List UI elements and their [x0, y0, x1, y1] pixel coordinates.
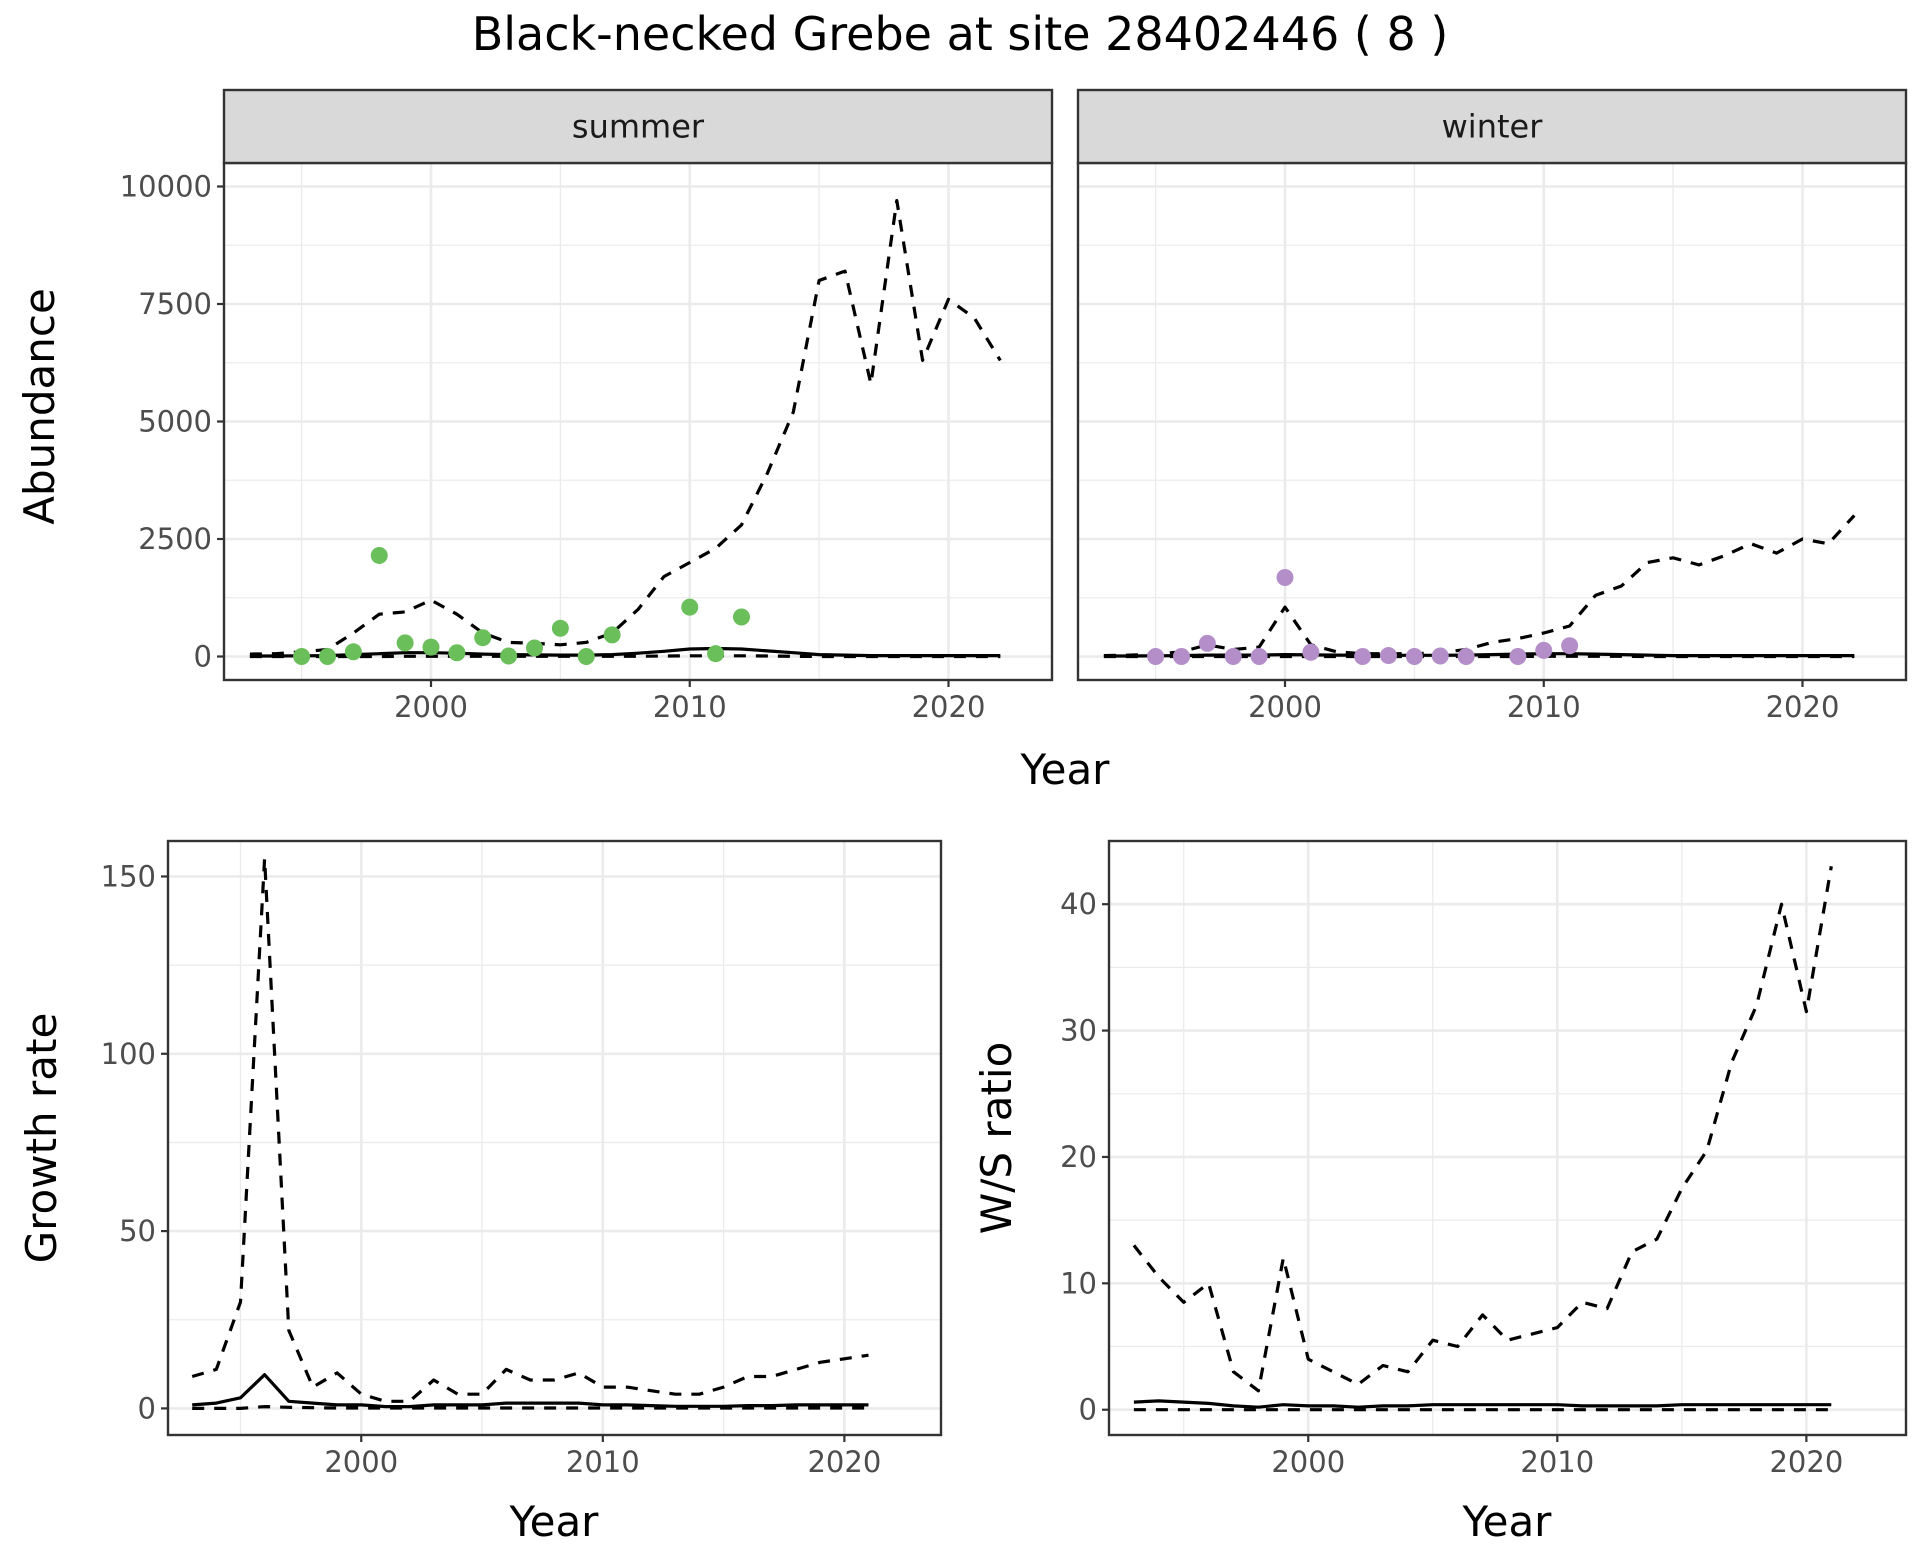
observed-point [370, 546, 388, 564]
x-tick-label: 2010 [1507, 690, 1581, 724]
observed-point [1354, 648, 1372, 665]
observed-point [293, 648, 311, 665]
x-tick-label: 2020 [807, 1445, 881, 1479]
observed-point [1380, 647, 1397, 665]
observed-point [577, 648, 595, 665]
panel-winter: 2000 2010 2020 winter [1076, 88, 1908, 724]
observed-point [1198, 634, 1216, 652]
x-axis-title-facets: Year [1020, 745, 1111, 794]
y-tick-label: 2500 [138, 522, 212, 556]
facet-label: summer [572, 108, 705, 146]
figure-title: Black-necked Grebe at site 28402446 ( 8 … [472, 7, 1449, 61]
observed-point [526, 639, 543, 657]
observed-point [1405, 648, 1423, 665]
panel-border [1107, 839, 1908, 1437]
observed-point [603, 626, 621, 644]
observed-point [500, 647, 518, 665]
observed-point [1509, 648, 1527, 665]
observed-point [1535, 641, 1553, 659]
observed-point [344, 643, 362, 661]
series-line-upper [249, 199, 1002, 656]
panel-summer: 2000 2010 2020 0 2500 5000 7500 10000 summer Abun… [15, 88, 1054, 724]
x-tick-label: 2000 [1248, 690, 1322, 724]
panel-border [166, 839, 943, 1437]
x-tick-label: 2010 [566, 1445, 640, 1479]
series-line-lower [192, 1405, 869, 1410]
x-tick-label: 2020 [1769, 1445, 1843, 1479]
y-tick-label: 30 [1060, 1014, 1097, 1048]
facet-label: winter [1442, 108, 1544, 146]
series-line-lower [249, 654, 1001, 659]
y-axis-title: Growth rate [17, 1013, 66, 1264]
observed-point [733, 608, 750, 626]
series-line-upper [1103, 514, 1856, 658]
y-tick-label: 10 [1060, 1266, 1097, 1300]
y-tick-label: 150 [101, 859, 156, 893]
panel-ws_ratio: 2000 2010 2020 0 10 20 30 40 W/S ratio Year [972, 839, 1908, 1546]
y-tick-label: 7500 [138, 287, 212, 321]
observed-point [422, 638, 440, 656]
series-line-upper [1132, 866, 1833, 1393]
x-tick-label: 2010 [1520, 1445, 1594, 1479]
observed-point [474, 629, 492, 647]
observed-point [1561, 637, 1579, 655]
series-line-mean [192, 1373, 869, 1409]
y-axis-title: Abundance [15, 288, 64, 525]
observed-point [1147, 648, 1165, 665]
panel-growth: 2000 2010 2020 0 50 100 150 Growth rate Year [17, 839, 943, 1546]
y-tick-label: 0 [138, 1391, 156, 1425]
x-axis-title: Year [1462, 1497, 1553, 1546]
x-tick-label: 2020 [1766, 690, 1840, 724]
y-tick-label: 20 [1060, 1140, 1097, 1174]
x-tick-label: 2020 [912, 690, 986, 724]
x-tick-label: 2000 [394, 690, 468, 724]
observed-point [551, 619, 569, 637]
observed-point [707, 645, 725, 663]
y-tick-label: 0 [1079, 1393, 1097, 1427]
observed-point [681, 598, 699, 616]
observed-point [1250, 648, 1268, 665]
observed-point [1276, 569, 1294, 587]
facet-strip [222, 88, 1054, 165]
y-axis-title: W/S ratio [972, 1042, 1021, 1235]
series-line-upper [191, 857, 869, 1403]
x-tick-label: 2010 [653, 690, 727, 724]
observed-point [1173, 648, 1190, 665]
observed-point [1224, 648, 1242, 665]
x-tick-label: 2000 [1271, 1445, 1345, 1479]
x-tick-label: 2000 [324, 1445, 398, 1479]
y-tick-label: 10000 [120, 170, 212, 204]
y-tick-label: 40 [1060, 887, 1097, 921]
observed-point [1302, 643, 1320, 661]
observed-point [448, 644, 466, 662]
observed-point [1457, 648, 1475, 665]
observed-point [396, 634, 414, 652]
observed-point [319, 648, 336, 665]
facet-strip [1076, 88, 1908, 165]
y-tick-label: 5000 [138, 405, 212, 439]
y-tick-label: 100 [101, 1037, 156, 1071]
series-line-mean [1133, 1399, 1832, 1409]
y-tick-label: 50 [119, 1214, 156, 1248]
observed-point [1431, 647, 1449, 665]
y-tick-label: 0 [194, 640, 212, 674]
x-axis-title: Year [509, 1497, 600, 1546]
